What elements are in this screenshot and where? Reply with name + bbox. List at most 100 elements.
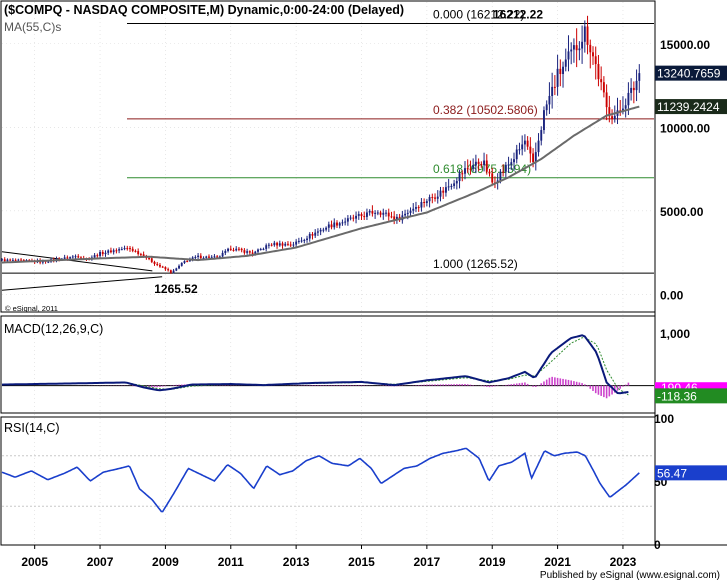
candle-body — [477, 161, 480, 164]
candle-body — [101, 251, 104, 255]
candle-body — [363, 216, 366, 218]
candle-body — [488, 171, 491, 174]
candle-body — [605, 92, 608, 108]
candle-body — [126, 248, 129, 250]
ma-value-badge-box — [655, 99, 727, 115]
ma-legend-label: MA(55,C)s — [4, 20, 61, 34]
candle-body — [278, 243, 281, 246]
candle-body — [485, 160, 488, 172]
candle-body — [602, 82, 605, 93]
candle-body — [553, 86, 556, 88]
candle-body — [594, 56, 597, 65]
rsi-layer — [1, 447, 654, 513]
candle-body — [308, 234, 311, 239]
candle-body — [360, 214, 363, 217]
candle-body — [379, 212, 382, 215]
candle-body — [297, 240, 300, 242]
candle-body — [205, 256, 208, 258]
candle-body — [529, 146, 532, 154]
candle-body — [262, 248, 265, 250]
candle-body — [3, 259, 6, 262]
candle-body — [417, 207, 420, 209]
candle-body — [523, 140, 526, 145]
candle-body — [562, 66, 564, 75]
candle-body — [515, 149, 518, 160]
candle-body — [9, 259, 12, 261]
rsi-value-badge-box — [655, 465, 727, 481]
esignal-watermark: © eSignal, 2011 — [5, 304, 58, 313]
rsi-title: RSI(14,C) — [4, 421, 60, 435]
candle-body — [257, 249, 259, 252]
candle-body — [322, 229, 325, 231]
candle-body — [314, 232, 317, 236]
candle-body — [66, 257, 69, 259]
x-tick-label: 2023 — [610, 555, 637, 569]
candle-body — [346, 218, 349, 222]
gridlines — [2, 2, 654, 544]
candle-body — [161, 266, 164, 268]
candle-body — [390, 216, 393, 218]
candle-body — [47, 261, 50, 263]
candle-body — [148, 258, 151, 260]
candle-body — [341, 222, 344, 224]
candle-body — [592, 52, 594, 57]
candle-body — [14, 259, 17, 261]
candle-body — [518, 149, 521, 151]
candle-body — [532, 153, 535, 163]
candle-body — [96, 255, 99, 257]
candle-body — [172, 270, 175, 273]
candle-body — [469, 168, 472, 170]
candle-body — [216, 256, 219, 258]
candle-body — [513, 159, 515, 163]
macd-signal-line — [1, 337, 629, 396]
fib-label-0.382: 0.382 (10502.5806) — [433, 103, 538, 117]
candle-body — [551, 86, 554, 96]
candle-body — [199, 255, 202, 259]
rsi-line — [1, 447, 640, 513]
candle-body — [194, 256, 197, 258]
candle-body — [1, 259, 3, 261]
candle-body — [352, 217, 355, 219]
fib-label-1: 1.000 (1265.52) — [433, 257, 518, 271]
candle-body — [385, 212, 387, 214]
candle-body — [306, 238, 308, 240]
candle-body — [472, 165, 475, 169]
candle-body — [156, 263, 159, 265]
candle-body — [491, 173, 494, 183]
rsi-value-badge-label: 56.47 — [657, 466, 687, 480]
price-y-tick-label: 0.00 — [660, 288, 684, 302]
candle-body — [406, 212, 409, 214]
candle-body — [458, 173, 461, 182]
candle-body — [227, 248, 230, 252]
candle-body — [621, 108, 624, 111]
low-value-label: 1265.52 — [154, 282, 198, 296]
candle-body — [570, 49, 573, 52]
x-tick-label: 2017 — [414, 555, 441, 569]
x-tick-label: 2021 — [544, 555, 571, 569]
macd-layer — [1, 334, 654, 399]
candle-body — [502, 171, 505, 173]
candle-body — [420, 201, 423, 208]
candle-body — [338, 223, 341, 226]
candle-body — [186, 261, 189, 263]
macd-line — [1, 334, 629, 395]
candle-body — [276, 242, 279, 246]
candle-body — [537, 140, 540, 153]
candle-body — [112, 250, 115, 253]
macd-signal-badge-box — [655, 382, 727, 394]
macd-value-badge-box — [655, 388, 727, 404]
candle-body — [613, 115, 616, 120]
candle-body — [303, 239, 306, 241]
candle-body — [224, 251, 227, 253]
candle-body — [259, 249, 262, 251]
candle-body — [368, 211, 371, 213]
ma-value-badge-label: 11239.2424 — [657, 100, 720, 114]
candle-body — [344, 221, 347, 223]
candle-body — [559, 68, 562, 75]
candle-body — [131, 248, 134, 251]
candle-body — [69, 257, 72, 259]
